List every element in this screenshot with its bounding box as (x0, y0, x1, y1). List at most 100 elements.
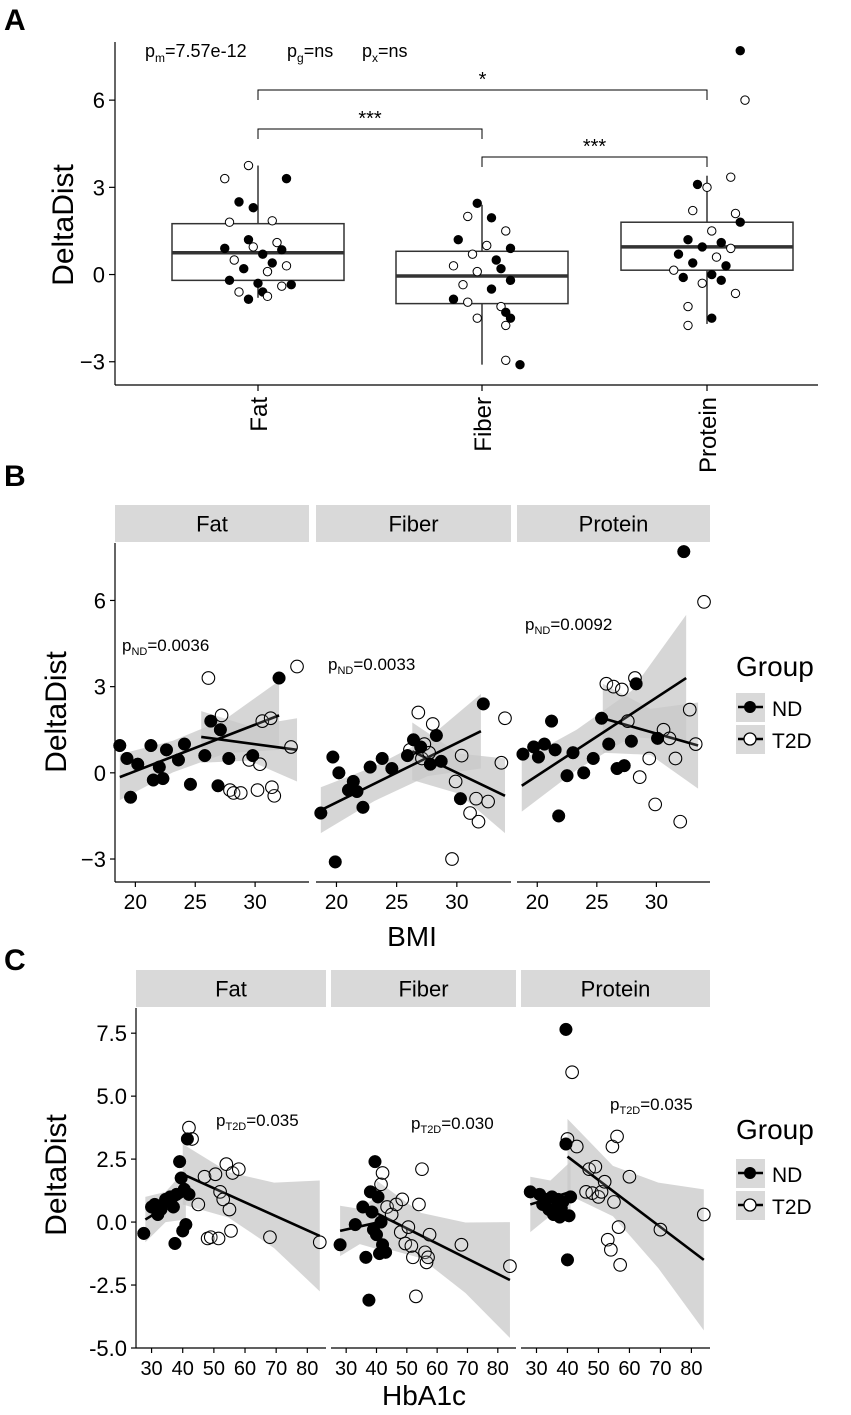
point-nd (476, 697, 490, 711)
point-t2d (248, 242, 258, 252)
point-t2d (454, 1237, 469, 1252)
significance-bracket (481, 156, 708, 167)
point-t2d (265, 780, 279, 795)
point-t2d (472, 313, 482, 323)
x-tick-label: 25 (184, 891, 207, 914)
point-nd (544, 714, 559, 728)
point-t2d (406, 1250, 420, 1265)
x-tick-label: Fiber (470, 397, 497, 452)
point-t2d (216, 1192, 231, 1207)
panel-b-label: B (4, 460, 26, 493)
x-tick-label: 60 (426, 1358, 448, 1380)
point-t2d (642, 751, 657, 766)
point-t2d (668, 751, 683, 766)
point-t2d (662, 731, 677, 746)
point-nd (332, 766, 346, 780)
point-nd (505, 275, 516, 286)
facet-strip-label: Fiber (388, 512, 438, 537)
point-nd (152, 760, 166, 774)
x-tick-label: 20 (124, 891, 147, 914)
facet-fat: Fat 30 40 50 60 70 80 pT2D=0.035 (136, 970, 327, 1380)
y-axis-title: DeltaDist (40, 1113, 73, 1235)
point-t2d (604, 1242, 618, 1257)
point-t2d (494, 755, 509, 770)
point-t2d (411, 705, 426, 720)
point-nd (272, 671, 286, 685)
point-nd (173, 1155, 187, 1169)
y-tick-label: -5.0 (89, 1336, 127, 1361)
point-nd (486, 213, 497, 223)
point-t2d (277, 281, 287, 291)
point-nd (453, 234, 463, 245)
y-tick-label: 6 (93, 88, 105, 113)
point-t2d (234, 287, 244, 297)
point-nd (586, 751, 600, 766)
stat-pm: pm=7.57e-12 (145, 41, 247, 65)
point-nd (120, 751, 134, 766)
point-t2d (599, 676, 614, 691)
point-t2d (726, 243, 736, 254)
point-nd (239, 264, 249, 274)
point-nd (673, 249, 684, 259)
point-nd (204, 714, 218, 728)
point-t2d (707, 226, 717, 236)
regression-line-t2d (602, 716, 699, 747)
point-t2d (740, 95, 750, 105)
point-t2d (229, 255, 239, 265)
x-axis-title: BMI (387, 921, 437, 952)
p-value-annotation: pND=0.0092 (525, 615, 612, 637)
panel-c: DeltaDist HbA1c -5.0 -2.5 0.0 2.5 5.0 7.5 Fat 3… (40, 970, 711, 1411)
legend-dot-t2d (743, 732, 757, 746)
point-t2d (454, 748, 469, 763)
point-nd (491, 255, 501, 265)
point-nd (177, 737, 192, 751)
legend-dot-nd (744, 1167, 756, 1179)
point-nd (677, 545, 691, 559)
point-t2d (262, 266, 273, 277)
point-t2d (267, 216, 277, 226)
point-nd (168, 1236, 182, 1251)
point-nd (374, 1215, 388, 1229)
facet-fiber: Fiber 30 40 50 60 70 80 pT2D=0.030 (331, 970, 517, 1380)
point-t2d (263, 1230, 277, 1245)
regression-line-nd (119, 714, 280, 779)
facet-fat: Fat 20 25 30 pND=0.0036 (113, 505, 309, 914)
x-tick-label: 80 (296, 1358, 318, 1380)
point-t2d (421, 1250, 435, 1265)
point-t2d (600, 1232, 615, 1247)
point-t2d (448, 774, 463, 789)
point-nd (697, 242, 707, 252)
point-t2d (501, 320, 511, 331)
point-nd (559, 1137, 573, 1151)
x-tick-label: 60 (618, 1358, 640, 1380)
point-t2d (425, 717, 440, 731)
facet-strip-label: Fiber (398, 977, 448, 1002)
panel-a-label: A (4, 4, 26, 37)
point-t2d (482, 240, 492, 251)
point-nd (505, 313, 516, 323)
point-nd (560, 769, 574, 783)
point-t2d (669, 265, 679, 275)
point-t2d (224, 217, 235, 227)
point-nd (371, 1190, 385, 1204)
point-nd (624, 734, 638, 748)
point-t2d (224, 1224, 238, 1238)
point-t2d (415, 1162, 429, 1177)
point-t2d (501, 226, 511, 236)
significance-label: * (479, 69, 487, 91)
point-nd (375, 751, 389, 766)
x-tick-label: 30 (525, 1358, 547, 1380)
confidence-band-nd (320, 693, 481, 834)
point-nd (213, 723, 227, 737)
point-nd (617, 759, 631, 773)
point-t2d (220, 173, 230, 184)
point-t2d (290, 659, 304, 674)
point-t2d (469, 791, 483, 806)
y-tick-label: 0 (93, 263, 105, 288)
y-tick-label: -2.5 (89, 1273, 127, 1298)
x-tick-label: Protein (695, 397, 722, 473)
p-value-annotation: pT2D=0.035 (610, 1095, 693, 1117)
y-tick-label: 3 (94, 675, 106, 700)
point-nd (180, 1132, 194, 1146)
